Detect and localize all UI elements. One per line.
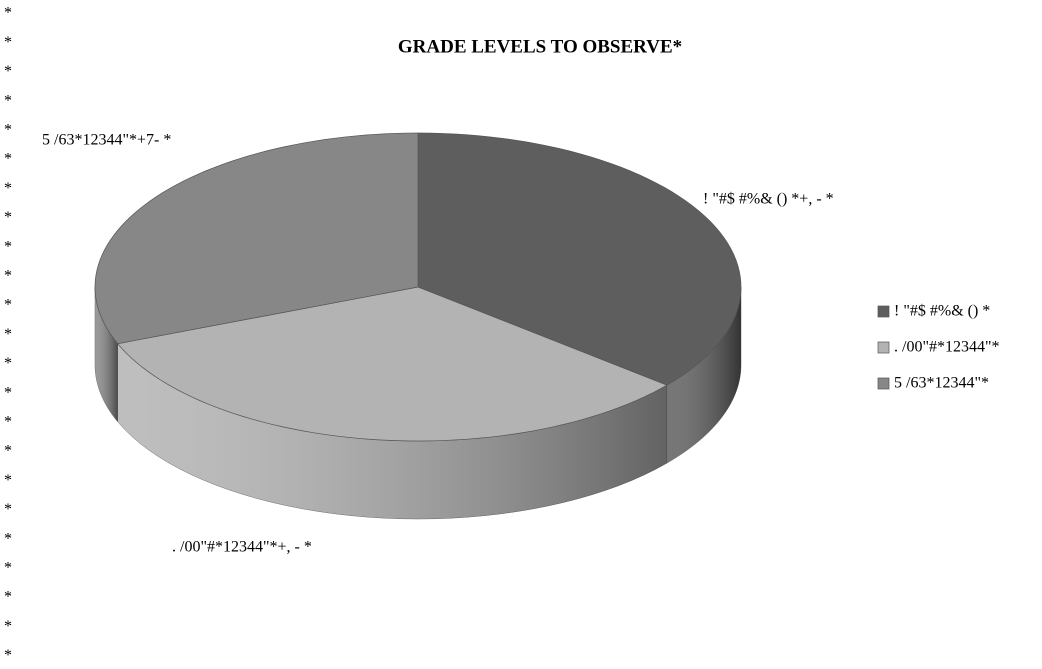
legend-label: 5 /63*12344"* xyxy=(894,375,989,392)
margin-mark: * xyxy=(4,63,12,80)
margin-mark: * xyxy=(4,297,12,314)
margin-mark: * xyxy=(4,384,12,401)
margin-mark: * xyxy=(4,5,12,22)
pie-side-shade xyxy=(95,287,118,422)
legend-swatch xyxy=(877,377,890,390)
legend-label: ! "#$ #%& () * xyxy=(894,303,990,320)
margin-mark: * xyxy=(4,530,12,547)
margin-mark: * xyxy=(4,34,12,51)
margin-mark: * xyxy=(4,92,12,109)
pie-slice xyxy=(117,286,668,442)
margin-mark: * xyxy=(4,209,12,226)
margin-mark: * xyxy=(4,589,12,606)
margin-mark: * xyxy=(4,238,12,255)
pie-side-shade xyxy=(666,287,741,464)
legend-label: . /00"#*12344"* xyxy=(894,339,1000,356)
legend-swatch xyxy=(877,305,890,318)
margin-mark: * xyxy=(4,472,12,489)
pie-slice xyxy=(417,132,742,386)
margin-mark: * xyxy=(4,559,12,576)
data-label: ! "#$ #%& () *+, - * xyxy=(703,191,834,208)
margin-mark: * xyxy=(4,326,12,343)
margin-mark: * xyxy=(4,121,12,138)
margin-mark: * xyxy=(4,180,12,197)
pie-side-shade xyxy=(117,343,667,519)
margin-mark: * xyxy=(4,151,12,168)
margin-mark: * xyxy=(4,618,12,635)
data-label: . /00"#*12344"*+, - * xyxy=(172,539,312,556)
margin-mark: * xyxy=(4,501,12,518)
data-label: 5 /63*12344"*+7- * xyxy=(42,132,171,149)
margin-mark: * xyxy=(4,443,12,460)
margin-mark: * xyxy=(4,267,12,284)
margin-mark: * xyxy=(4,355,12,372)
margin-mark: * xyxy=(4,413,12,430)
chart-title: GRADE LEVELS TO OBSERVE* xyxy=(398,36,682,57)
margin-mark: * xyxy=(4,647,12,664)
pie-slice xyxy=(94,132,419,345)
legend-swatch xyxy=(877,341,890,354)
